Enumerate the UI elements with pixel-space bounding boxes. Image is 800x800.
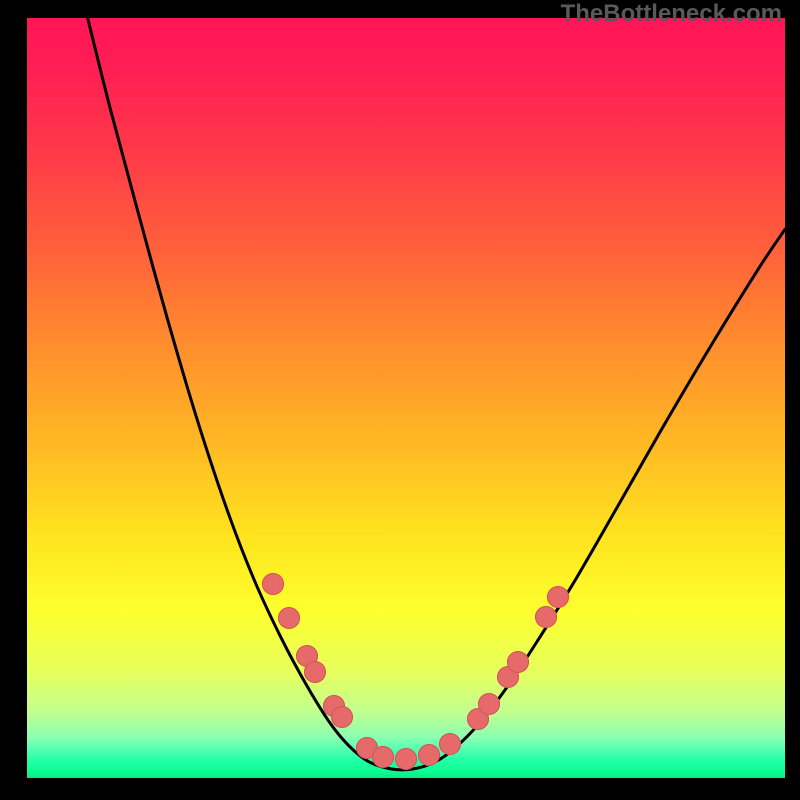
curve-marker xyxy=(547,586,569,608)
curve-marker xyxy=(395,748,417,770)
watermark-text: TheBottleneck.com xyxy=(561,0,782,28)
curve-marker xyxy=(439,733,461,755)
curve-marker xyxy=(331,706,353,728)
chart-frame: TheBottleneck.com xyxy=(0,0,800,800)
curve-marker xyxy=(507,651,529,673)
curve-marker xyxy=(418,744,440,766)
curve-marker xyxy=(372,746,394,768)
curve-marker xyxy=(478,693,500,715)
bottleneck-curve xyxy=(27,18,785,778)
curve-path xyxy=(88,18,785,770)
curve-marker xyxy=(262,573,284,595)
curve-marker xyxy=(278,607,300,629)
curve-marker xyxy=(304,661,326,683)
curve-marker xyxy=(535,606,557,628)
plot-area xyxy=(27,18,785,778)
